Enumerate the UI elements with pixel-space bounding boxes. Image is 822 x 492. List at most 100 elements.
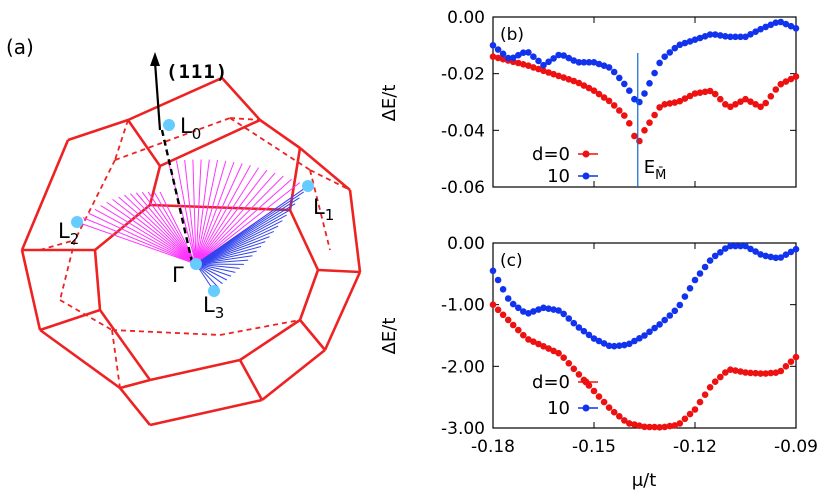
data-point [605, 404, 613, 411]
panel-a: (a) [6, 35, 362, 427]
magenta-arrow [82, 217, 197, 265]
bz-edge [348, 189, 362, 273]
panel-a-label: (a) [6, 35, 34, 59]
chart-b-annotation: EM̄ [644, 157, 667, 183]
data-point [545, 58, 552, 66]
data-point [767, 253, 775, 261]
data-point [535, 65, 542, 73]
chart-b-panel-label: (b) [500, 25, 524, 45]
data-point [525, 49, 532, 56]
magenta-arrow [195, 159, 219, 265]
data-point [772, 254, 780, 262]
data-point [701, 391, 709, 399]
legend-label-d0: d=0 [532, 372, 570, 393]
chart-c-xticks: -0.18 -0.15 -0.12 -0.09 [471, 437, 818, 457]
magenta-arrow [195, 159, 210, 265]
legend-marker-10 [582, 172, 590, 180]
data-point [590, 59, 598, 66]
data-point [782, 20, 790, 28]
data-point [762, 99, 769, 107]
data-point [676, 41, 684, 49]
chart-b-ylabel: ΔE/t [379, 85, 400, 122]
magenta-arrow [195, 167, 260, 265]
data-point [616, 342, 623, 350]
data-point [570, 77, 578, 85]
data-point [727, 33, 734, 41]
data-point [504, 316, 512, 324]
data-point [777, 80, 785, 88]
data-point [747, 369, 754, 377]
data-point [494, 306, 502, 314]
data-point [782, 363, 790, 370]
data-point [621, 417, 628, 424]
data-point [636, 335, 643, 342]
legend-marker-10 [582, 404, 590, 412]
magenta-arrow [175, 160, 197, 265]
chart-c-panel-label: (c) [500, 251, 523, 271]
bz-edge [149, 358, 241, 382]
data-point [550, 347, 557, 355]
data-point [575, 59, 583, 66]
data-point [636, 137, 643, 145]
data-point [681, 293, 689, 300]
data-point [787, 358, 795, 366]
data-point [570, 319, 578, 327]
data-point [631, 95, 638, 103]
bz-edge [261, 348, 326, 402]
bz-edge [39, 328, 121, 390]
data-point [691, 90, 699, 97]
bz-edge [119, 378, 151, 390]
blue-arrow [195, 241, 266, 265]
direction-label: (111) [166, 61, 228, 83]
data-point [610, 342, 618, 350]
bz-hidden-edge [74, 159, 116, 241]
data-point [565, 315, 573, 322]
data-point [626, 340, 633, 348]
data-point [661, 316, 668, 324]
magenta-arrow [195, 160, 227, 265]
point-L1 [302, 180, 314, 192]
data-point [711, 378, 719, 386]
data-point [787, 75, 795, 83]
xtick-label: -0.18 [471, 437, 515, 457]
data-point [787, 22, 795, 30]
magenta-arrow [112, 198, 197, 265]
magenta-arrow [106, 201, 197, 265]
data-point [509, 300, 517, 308]
data-point [636, 98, 643, 106]
data-point [621, 80, 628, 88]
legend-marker-d0 [582, 378, 590, 386]
data-point [762, 370, 769, 377]
data-point [732, 101, 739, 108]
data-point [676, 97, 684, 105]
data-point [616, 74, 623, 82]
chart-b-legend: d=0 10 [532, 144, 598, 187]
data-point [570, 57, 578, 64]
data-point [747, 245, 754, 253]
data-point [651, 69, 658, 77]
legend-label-10: 10 [547, 398, 570, 419]
data-point [711, 90, 719, 98]
chart-c-xlabel: μ/t [632, 470, 657, 491]
blue-arrow [195, 259, 249, 265]
data-point [671, 307, 679, 315]
data-point [489, 267, 497, 275]
data-point [681, 95, 689, 102]
chart-b-frame [492, 16, 797, 188]
magenta-arrow [195, 163, 243, 265]
data-point [666, 49, 674, 56]
ytick-label: 0.00 [447, 234, 485, 254]
data-point [711, 31, 719, 38]
data-point [742, 242, 749, 250]
data-point [656, 104, 663, 111]
data-point [535, 306, 542, 313]
data-point [525, 62, 532, 69]
label-L2: L2 [58, 219, 79, 248]
data-point [540, 304, 547, 312]
data-point [616, 413, 623, 420]
data-point [636, 422, 643, 430]
direction-arrow-shaft [153, 61, 162, 131]
magenta-arrow [195, 159, 202, 265]
blue-arrow [195, 236, 270, 265]
data-point [772, 86, 780, 93]
